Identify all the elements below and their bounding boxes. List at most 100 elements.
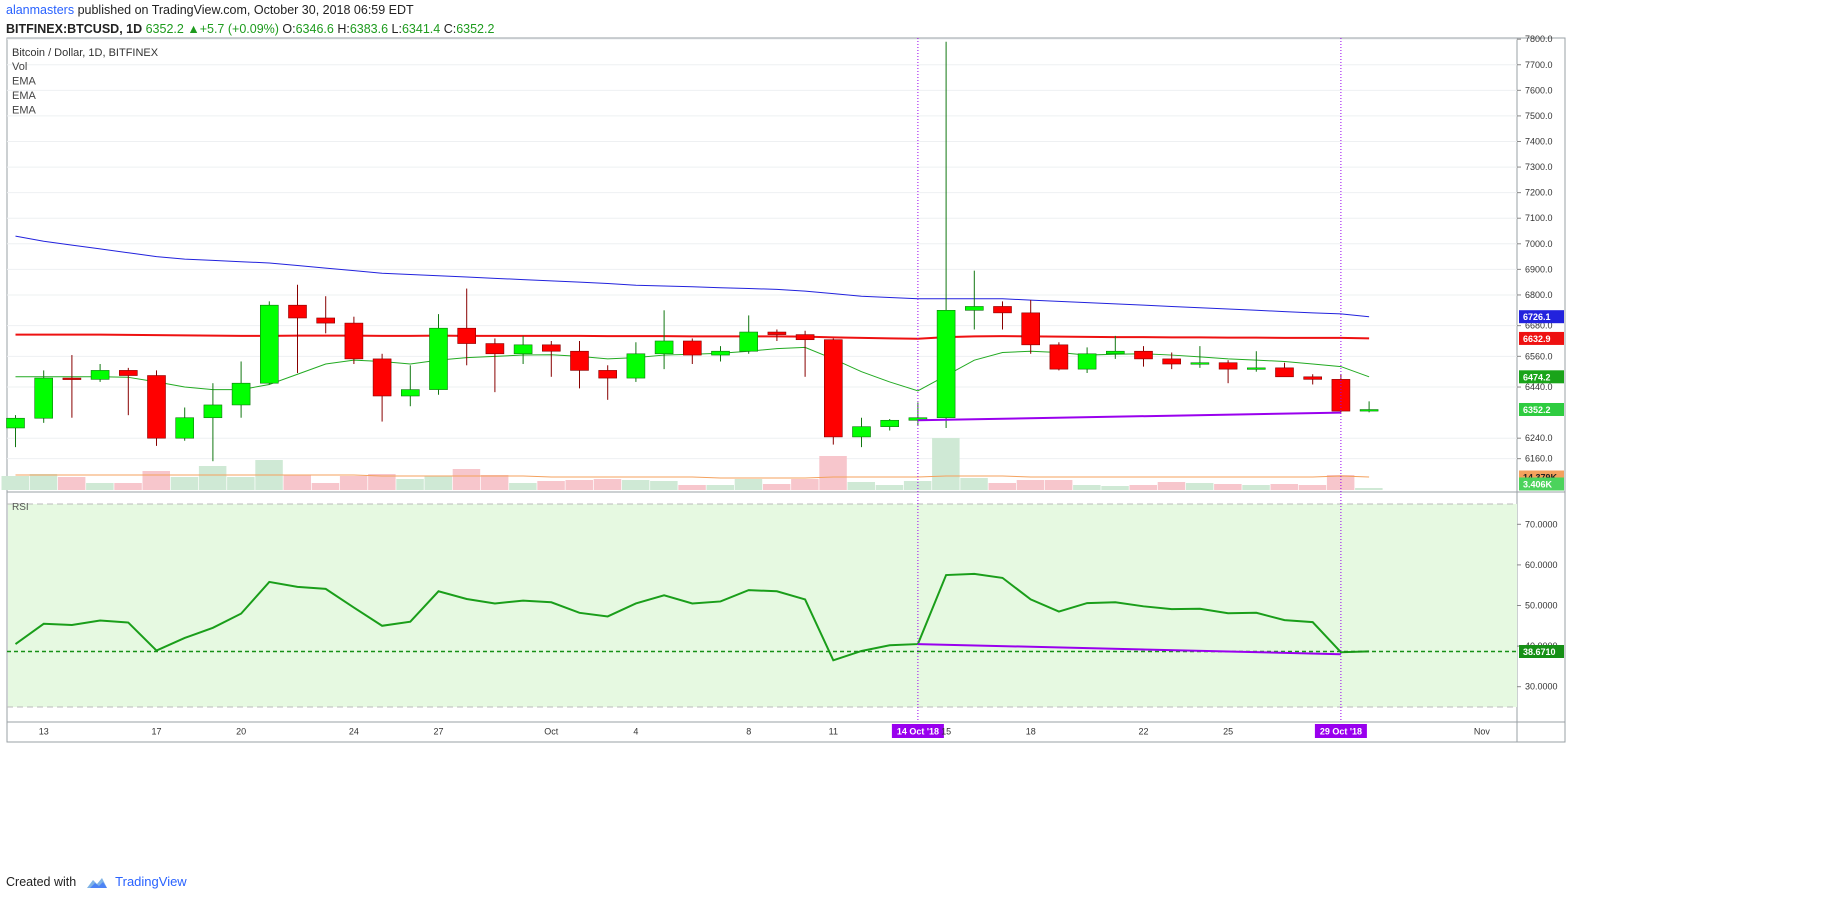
time-tick-label: 11	[829, 727, 838, 737]
up-triangle-icon: ▲	[187, 22, 200, 36]
date-marker-box	[1314, 724, 1367, 738]
volume-bar	[1185, 483, 1214, 490]
candle[interactable]	[1275, 362, 1294, 378]
candle[interactable]	[429, 314, 448, 395]
candle[interactable]	[485, 338, 505, 393]
candle[interactable]	[626, 342, 646, 382]
candle-body	[993, 306, 1012, 314]
tradingview-brand-link[interactable]: TradingView	[115, 874, 187, 889]
candle[interactable]	[62, 355, 82, 418]
header-ohlc-line: BITFINEX:BTCUSD, 1D 6352.2 ▲+5.7 (+0.09%…	[6, 22, 494, 36]
candle[interactable]	[175, 407, 194, 441]
candle-body	[6, 417, 25, 429]
candle[interactable]	[654, 310, 674, 370]
candle[interactable]	[767, 329, 787, 341]
candle[interactable]	[231, 361, 251, 418]
candle[interactable]	[852, 417, 871, 448]
candle[interactable]	[1303, 374, 1322, 385]
volume-bar	[170, 477, 199, 490]
volume-bars	[1, 438, 1383, 490]
price-tick-label: 7600.0	[1525, 85, 1553, 95]
price-tick-label: 6560.0	[1525, 351, 1553, 361]
candle[interactable]	[1106, 335, 1125, 359]
volume-bar	[847, 482, 875, 490]
candle-body	[541, 344, 561, 352]
volume-bar	[932, 438, 960, 490]
candle[interactable]	[795, 330, 815, 377]
price-tick-label: 7300.0	[1525, 162, 1553, 172]
low-value: 6341.4	[401, 22, 441, 36]
candle[interactable]	[288, 284, 307, 373]
candle[interactable]	[1190, 346, 1210, 368]
footer: Created with TradingView	[6, 874, 187, 889]
candle-body	[62, 377, 82, 380]
candle[interactable]	[203, 383, 223, 462]
close-value: 6352.2	[456, 22, 495, 36]
volume-bar	[283, 475, 311, 490]
candle[interactable]	[682, 338, 702, 365]
volume-bar	[875, 485, 904, 490]
candle[interactable]	[457, 288, 477, 366]
candle[interactable]	[993, 301, 1012, 330]
candle[interactable]	[259, 301, 279, 385]
price-trendline[interactable]	[917, 411, 1341, 422]
candle-body	[372, 358, 392, 397]
rsi-trendline[interactable]	[917, 643, 1341, 656]
candle[interactable]	[964, 270, 984, 330]
candle[interactable]	[400, 365, 420, 407]
volume-bar	[424, 476, 452, 490]
candle-body	[485, 343, 505, 355]
author-link[interactable]: alanmasters	[6, 3, 75, 17]
candle[interactable]	[711, 346, 730, 362]
price-tick-label: 7400.0	[1525, 136, 1553, 146]
candle[interactable]	[823, 338, 843, 445]
volume-bar	[227, 477, 255, 490]
candle[interactable]	[6, 415, 25, 448]
candle[interactable]	[1134, 346, 1153, 367]
candle-body	[1049, 344, 1069, 370]
candle-body	[1077, 353, 1097, 370]
volume-bar	[650, 481, 678, 490]
candle[interactable]	[316, 296, 336, 334]
candle[interactable]	[1049, 342, 1069, 371]
candle[interactable]	[513, 335, 533, 365]
volume-bar	[706, 485, 734, 490]
candle-body	[1134, 350, 1153, 360]
candle[interactable]	[1162, 352, 1181, 370]
price-tick-label: 6440.0	[1525, 382, 1553, 392]
volume-bar	[509, 483, 537, 490]
candle[interactable]	[1359, 401, 1379, 413]
high-label: H:	[337, 22, 350, 36]
candle[interactable]	[34, 370, 54, 423]
candle[interactable]	[90, 364, 110, 382]
candle[interactable]	[598, 365, 618, 400]
candle[interactable]	[880, 419, 900, 431]
volume-bar	[368, 474, 396, 490]
volume-bar	[565, 480, 593, 490]
candle-body	[1218, 362, 1238, 370]
candle[interactable]	[739, 315, 759, 354]
open-label: O:	[282, 22, 296, 36]
candle[interactable]	[570, 340, 589, 389]
candle[interactable]	[1077, 347, 1097, 373]
candles	[6, 41, 1379, 462]
candle[interactable]	[1021, 300, 1041, 354]
candle[interactable]	[936, 41, 956, 428]
candle[interactable]	[147, 370, 166, 446]
candle[interactable]	[344, 316, 364, 365]
legend-item: Vol	[12, 61, 27, 73]
candle[interactable]	[372, 353, 392, 422]
candle[interactable]	[119, 367, 138, 416]
time-tick-label: 13	[39, 727, 49, 737]
rsi-tick-label: 60.0000	[1525, 560, 1558, 570]
candle[interactable]	[541, 340, 561, 377]
candle-body	[316, 317, 336, 324]
price-tick-label: 7200.0	[1525, 188, 1553, 198]
candle[interactable]	[1247, 351, 1266, 372]
volume-ema-line	[15, 474, 1370, 479]
candle-body	[429, 327, 448, 390]
candle-body	[344, 322, 364, 360]
volume-bar	[1101, 486, 1129, 490]
candle[interactable]	[1218, 360, 1238, 384]
